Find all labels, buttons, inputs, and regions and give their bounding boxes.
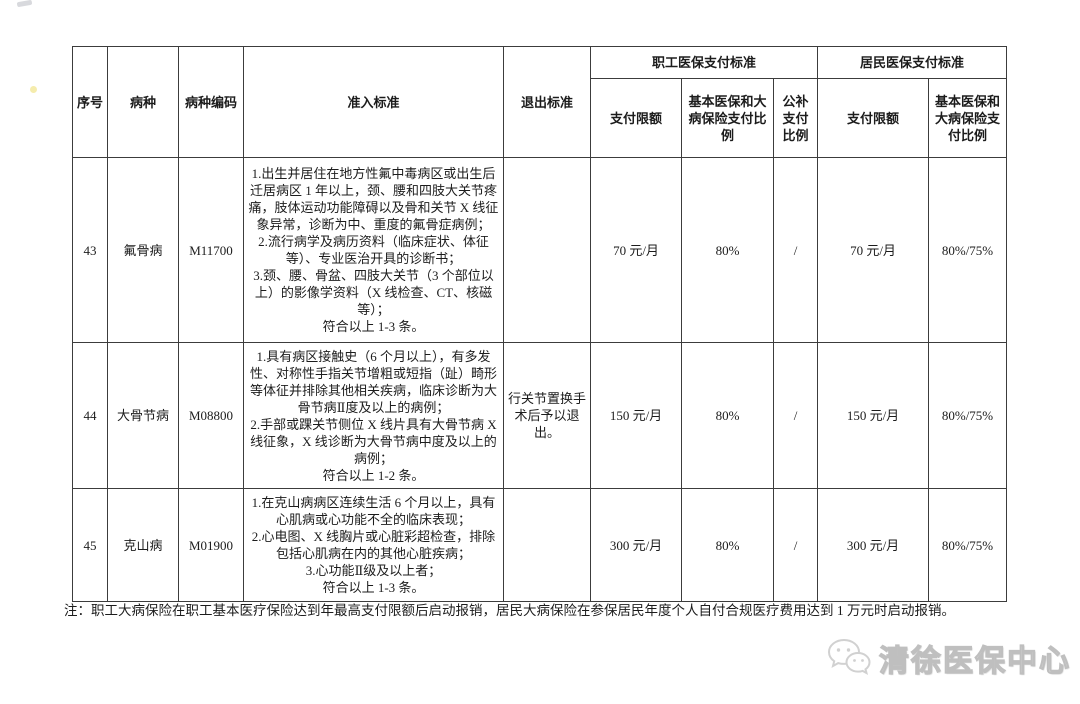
header-employee-group: 职工医保支付标准 [590, 46, 818, 79]
cell-disease: 克山病 [107, 488, 179, 602]
cell-disease: 氟骨病 [107, 157, 179, 343]
header-row-groups: 序号 病种 病种编码 准入标准 退出标准 职工医保支付标准 居民医保支付标准 [72, 46, 1008, 158]
scan-smudge-artifact [16, 0, 33, 8]
cell-employee-ratio: 80% [681, 488, 774, 602]
cell-admission-criteria: 1.在克山病病区连续生活 6 个月以上，具有心肌病或心功能不全的临床表现； 2.… [243, 488, 504, 602]
cell-employee-limit: 300 元/月 [590, 488, 682, 602]
header-resident-group: 居民医保支付标准 [816, 46, 1008, 79]
table-row: 44 大骨节病 M08800 1.具有病区接触史（6 个月以上），有多发性、对称… [72, 342, 1008, 489]
cell-code: M11700 [178, 157, 244, 343]
cell-resident-ratio: 80%/75% [927, 157, 1008, 343]
header-code: 病种编码 [178, 46, 244, 158]
cell-employee-public: / [773, 342, 818, 489]
wechat-icon [827, 638, 871, 675]
watermark-label: 清徐医保中心 [878, 644, 1071, 678]
scan-dot-artifact [30, 86, 37, 93]
header-employee-public: 公补支付比例 [773, 78, 818, 158]
cell-employee-public: / [773, 488, 818, 602]
header-resident-limit: 支付限额 [817, 78, 929, 158]
cell-employee-limit: 70 元/月 [590, 157, 682, 343]
cell-resident-ratio: 80%/75% [927, 488, 1008, 602]
cell-resident-ratio: 80%/75% [927, 342, 1008, 489]
cell-exit-criteria [503, 488, 591, 602]
cell-code: M08800 [178, 342, 244, 489]
cell-code: M01900 [178, 488, 244, 602]
table-row: 43 氟骨病 M11700 1.出生并居住在地方性氟中毒病区或出生后迁居病区 1… [72, 157, 1008, 343]
cell-exit-criteria [503, 157, 591, 343]
cell-seq: 45 [72, 488, 108, 602]
header-resident-ratio: 基本医保和大病保险支付比例 [927, 78, 1008, 158]
cell-resident-limit: 150 元/月 [817, 342, 929, 489]
cell-admission-criteria: 1.出生并居住在地方性氟中毒病区或出生后迁居病区 1 年以上，颈、腰和四肢大关节… [243, 157, 504, 343]
disease-standards-table: 序号 病种 病种编码 准入标准 退出标准 职工医保支付标准 居民医保支付标准 支… [72, 46, 1008, 602]
cell-employee-public: / [773, 157, 818, 343]
cell-disease: 大骨节病 [107, 342, 179, 489]
header-disease: 病种 [107, 46, 179, 158]
header-row-sub: 支付限额 基本医保和大病保险支付比例 公补支付比例 支付限额 基本医保和大病保险… [73, 78, 1008, 158]
cell-exit-criteria: 行关节置换手术后予以退出。 [503, 342, 591, 489]
cell-resident-limit: 300 元/月 [817, 488, 929, 602]
cell-seq: 43 [72, 157, 108, 343]
watermark: 清徐医保中心 [826, 636, 1071, 680]
header-seq: 序号 [72, 46, 108, 158]
cell-employee-limit: 150 元/月 [590, 342, 682, 489]
cell-seq: 44 [72, 342, 108, 489]
header-admission: 准入标准 [243, 46, 504, 158]
header-exit: 退出标准 [503, 46, 591, 158]
header-employee-limit: 支付限额 [590, 78, 682, 158]
cell-resident-limit: 70 元/月 [817, 157, 929, 343]
cell-employee-ratio: 80% [681, 342, 774, 489]
cell-admission-criteria: 1.具有病区接触史（6 个月以上），有多发性、对称性手指关节增粗或短指（趾）畸形… [243, 342, 504, 489]
table-row: 45 克山病 M01900 1.在克山病病区连续生活 6 个月以上，具有心肌病或… [72, 488, 1008, 602]
header-employee-ratio: 基本医保和大病保险支付比例 [681, 78, 774, 158]
cell-employee-ratio: 80% [681, 157, 774, 343]
footnote: 注：职工大病保险在职工基本医疗保险达到年最高支付限额后启动报销，居民大病保险在参… [64, 603, 955, 618]
